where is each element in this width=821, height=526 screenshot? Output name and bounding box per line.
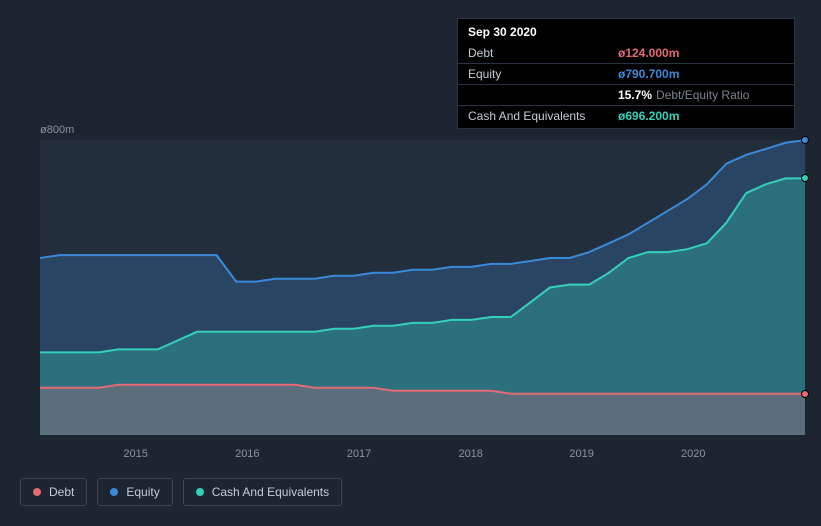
chart-legend: Debt Equity Cash And Equivalents (20, 478, 342, 506)
tooltip-key: Equity (468, 67, 618, 81)
tooltip-suffix: Debt/Equity Ratio (656, 88, 749, 102)
tooltip-key: Cash And Equivalents (468, 109, 618, 123)
legend-item[interactable]: Cash And Equivalents (183, 478, 342, 506)
legend-swatch-icon (196, 488, 204, 496)
legend-swatch-icon (33, 488, 41, 496)
x-axis-label: 2018 (458, 448, 482, 460)
legend-label: Cash And Equivalents (212, 485, 329, 499)
series-end-marker-cash (801, 174, 809, 182)
tooltip-date: Sep 30 2020 (458, 21, 794, 43)
tooltip-row: Cash And Equivalentsø696.200m (458, 106, 794, 126)
tooltip-row: 15.7%Debt/Equity Ratio (458, 85, 794, 106)
x-axis-label: 2015 (123, 448, 147, 460)
chart-tooltip: Sep 30 2020 Debtø124.000mEquityø790.700m… (457, 18, 795, 129)
plot-area[interactable] (40, 140, 805, 435)
x-axis-label: 2016 (235, 448, 259, 460)
x-axis-label: 2020 (681, 448, 705, 460)
series-end-marker-debt (801, 390, 809, 398)
legend-swatch-icon (110, 488, 118, 496)
y-axis-max-label: ø800m (40, 124, 74, 136)
tooltip-value: ø696.200m (618, 109, 679, 123)
tooltip-row: Debtø124.000m (458, 43, 794, 64)
legend-item[interactable]: Equity (97, 478, 172, 506)
series-end-marker-equity (801, 136, 809, 144)
financial-area-chart: ø800m ø0 201520162017201820192020 Sep 30… (20, 0, 810, 465)
tooltip-value: 15.7%Debt/Equity Ratio (618, 88, 749, 102)
legend-item[interactable]: Debt (20, 478, 87, 506)
tooltip-key: Debt (468, 46, 618, 60)
x-axis-label: 2017 (347, 448, 371, 460)
tooltip-key (468, 88, 618, 102)
tooltip-value: ø790.700m (618, 67, 679, 81)
tooltip-row: Equityø790.700m (458, 64, 794, 85)
legend-label: Debt (49, 485, 74, 499)
x-axis-label: 2019 (569, 448, 593, 460)
legend-label: Equity (126, 485, 159, 499)
tooltip-value: ø124.000m (618, 46, 679, 60)
